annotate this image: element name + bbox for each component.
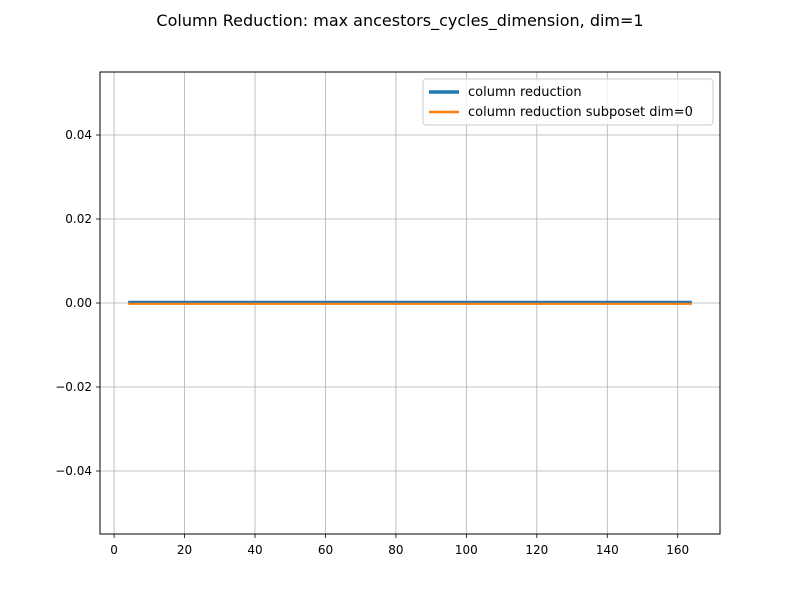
y-tick-label: −0.02 bbox=[55, 380, 92, 394]
x-tick-label: 60 bbox=[318, 543, 333, 557]
x-tick-label: 100 bbox=[455, 543, 478, 557]
legend-label-column-reduction-subposet: column reduction subposet dim=0 bbox=[468, 105, 693, 120]
x-tick-label: 80 bbox=[388, 543, 403, 557]
y-tick-label: 0.00 bbox=[65, 296, 92, 310]
legend-box bbox=[422, 78, 714, 126]
y-tick-label: 0.02 bbox=[65, 212, 92, 226]
plot-series bbox=[128, 300, 692, 305]
x-tick-label: 40 bbox=[247, 543, 262, 557]
x-tick-label: 160 bbox=[666, 543, 689, 557]
chart-title: Column Reduction: max ancestors_cycles_d… bbox=[156, 11, 643, 31]
x-tick-label: 140 bbox=[596, 543, 619, 557]
x-tick-label: 120 bbox=[525, 543, 548, 557]
x-axis-ticks: 0 20 40 60 80 100 120 140 160 bbox=[110, 534, 689, 557]
y-axis-ticks: −0.04 −0.02 0.00 0.02 0.04 bbox=[55, 128, 100, 478]
x-tick-label: 0 bbox=[110, 543, 118, 557]
x-tick-label: 20 bbox=[177, 543, 192, 557]
y-tick-label: 0.04 bbox=[65, 128, 92, 142]
legend: column reduction column reduction subpos… bbox=[422, 78, 714, 126]
y-tick-label: −0.04 bbox=[55, 464, 92, 478]
legend-label-column-reduction: column reduction bbox=[468, 85, 582, 100]
